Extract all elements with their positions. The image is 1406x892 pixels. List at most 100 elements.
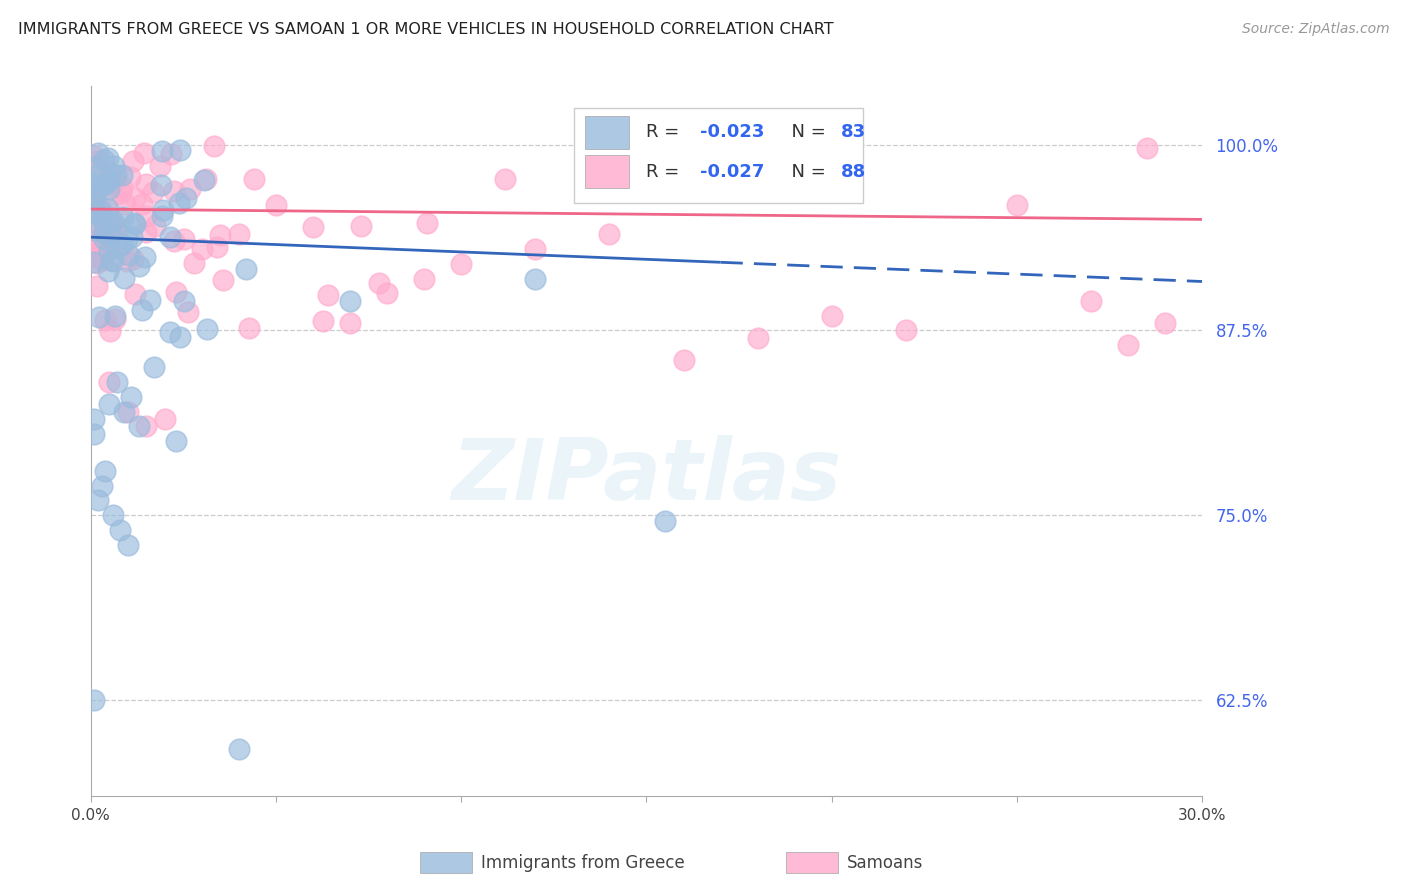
Point <box>83 214 105 228</box>
Point <box>104 309 127 323</box>
Point <box>111 237 134 252</box>
Point <box>159 230 181 244</box>
Point <box>100 253 122 268</box>
Point <box>350 219 373 234</box>
Text: N =: N = <box>780 162 831 180</box>
Point <box>131 197 153 211</box>
Point <box>114 197 136 211</box>
Point <box>122 216 145 230</box>
Point <box>165 285 187 299</box>
Point <box>83 250 105 264</box>
Point <box>167 196 190 211</box>
Point <box>1005 197 1028 211</box>
Point <box>193 173 215 187</box>
Point <box>202 139 225 153</box>
Point <box>135 419 157 434</box>
Point <box>124 287 146 301</box>
Point <box>115 232 138 246</box>
Point <box>169 329 191 343</box>
Point <box>228 227 250 242</box>
Point <box>153 412 176 426</box>
Text: N =: N = <box>780 123 831 142</box>
Point <box>894 323 917 337</box>
Point <box>235 262 257 277</box>
Text: -0.027: -0.027 <box>700 162 765 180</box>
Point <box>84 195 107 210</box>
Point <box>104 169 127 183</box>
Point <box>107 240 129 254</box>
Point <box>128 260 150 274</box>
Point <box>450 257 472 271</box>
Point <box>120 169 142 184</box>
FancyBboxPatch shape <box>585 155 628 188</box>
Point <box>93 231 115 245</box>
Point <box>135 178 157 192</box>
Point <box>93 153 115 168</box>
Point <box>672 352 695 367</box>
Point <box>90 249 112 263</box>
Point <box>117 538 139 552</box>
Text: ZIPatlas: ZIPatlas <box>451 435 842 518</box>
Point <box>228 741 250 756</box>
FancyBboxPatch shape <box>585 116 628 149</box>
Point <box>101 254 124 268</box>
Point <box>135 209 157 223</box>
Point <box>87 493 110 508</box>
Point <box>524 242 547 256</box>
Point <box>128 419 150 434</box>
Text: Samoans: Samoans <box>846 854 922 871</box>
Point <box>97 151 120 165</box>
Point <box>98 165 121 179</box>
Point <box>86 243 108 257</box>
Point <box>83 693 105 707</box>
Point <box>150 145 173 159</box>
Text: Source: ZipAtlas.com: Source: ZipAtlas.com <box>1241 22 1389 37</box>
Point <box>94 313 117 327</box>
Point <box>416 216 439 230</box>
Point <box>83 223 105 237</box>
Point <box>112 271 135 285</box>
Point <box>598 227 620 242</box>
Point <box>208 227 231 242</box>
Point <box>86 279 108 293</box>
Point <box>131 303 153 318</box>
Point <box>654 514 676 528</box>
Point <box>89 310 111 324</box>
Point <box>93 226 115 240</box>
Point <box>159 147 181 161</box>
Point <box>103 215 125 229</box>
Point <box>93 211 115 225</box>
Point <box>90 211 112 226</box>
Point <box>115 254 138 268</box>
Point <box>87 180 110 194</box>
Point <box>83 248 105 262</box>
Point <box>150 209 173 223</box>
Point <box>238 320 260 334</box>
Point <box>90 478 112 492</box>
Point <box>142 360 165 375</box>
Point <box>149 159 172 173</box>
Point <box>97 202 120 216</box>
Point <box>83 187 105 202</box>
Point <box>87 145 110 160</box>
Point <box>110 523 132 537</box>
Point <box>83 202 105 216</box>
Point <box>98 325 121 339</box>
Point <box>132 145 155 160</box>
Point <box>101 508 124 522</box>
Point <box>98 228 121 243</box>
Point <box>83 194 105 208</box>
Point <box>104 219 127 234</box>
Point <box>104 186 127 201</box>
Point <box>194 172 217 186</box>
Point <box>121 230 143 244</box>
Point <box>1080 293 1102 308</box>
Point <box>165 434 187 449</box>
Point <box>242 171 264 186</box>
Point <box>118 247 141 261</box>
Point <box>149 178 172 192</box>
Point <box>134 250 156 264</box>
Point <box>83 235 105 250</box>
Point <box>83 149 105 163</box>
Point <box>159 325 181 339</box>
